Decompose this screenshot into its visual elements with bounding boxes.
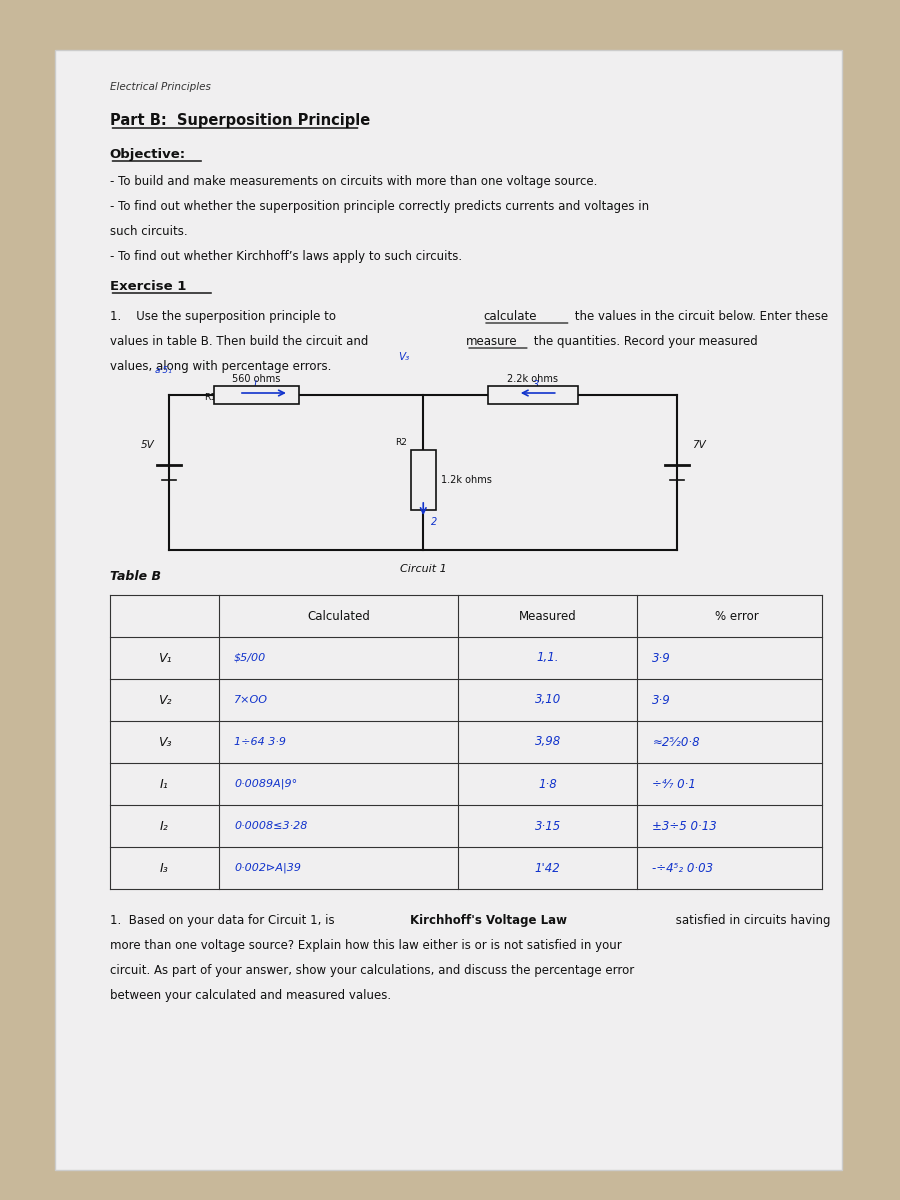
Text: 1.    Use the superposition principle to: 1. Use the superposition principle to — [110, 310, 339, 323]
Text: Circuit 1: Circuit 1 — [400, 564, 446, 574]
Text: ≈2⁵⁄₂0·8: ≈2⁵⁄₂0·8 — [652, 736, 700, 749]
Text: R1: R1 — [204, 392, 216, 402]
Text: 0·0089A|9°: 0·0089A|9° — [234, 779, 297, 790]
Text: more than one voltage source? Explain how this law either is or is not satisfied: more than one voltage source? Explain ho… — [110, 938, 621, 952]
Text: $5/00: $5/00 — [234, 653, 266, 662]
Text: V₁: V₁ — [158, 652, 171, 665]
Text: the quantities. Record your measured: the quantities. Record your measured — [530, 335, 758, 348]
Text: measure: measure — [466, 335, 517, 348]
Text: R3: R3 — [558, 392, 570, 402]
Text: V₂: V₂ — [158, 694, 171, 707]
Text: values, along with percentage errors.: values, along with percentage errors. — [110, 360, 331, 373]
Text: Kirchhoff's Voltage Law: Kirchhoff's Voltage Law — [410, 914, 567, 926]
Text: 1÷64 3·9: 1÷64 3·9 — [234, 737, 286, 746]
Text: 0·0008≤3·28: 0·0008≤3·28 — [234, 821, 308, 830]
Text: 1·8: 1·8 — [538, 778, 557, 791]
Text: 3·9: 3·9 — [652, 694, 671, 707]
Text: 3·15: 3·15 — [535, 820, 561, 833]
Text: % error: % error — [716, 610, 759, 623]
Text: 1'42: 1'42 — [535, 862, 561, 875]
Text: I₂: I₂ — [160, 820, 168, 833]
Text: the values in the circuit below. Enter these: the values in the circuit below. Enter t… — [571, 310, 828, 323]
Text: I₁: I₁ — [160, 778, 168, 791]
Text: V₃: V₃ — [399, 352, 410, 362]
Text: 5V: 5V — [140, 439, 154, 450]
Text: 3,98: 3,98 — [535, 736, 561, 749]
Text: calculate: calculate — [483, 310, 536, 323]
Text: Part B:  Superposition Principle: Part B: Superposition Principle — [110, 113, 370, 128]
Text: I₃: I₃ — [160, 862, 168, 875]
Text: 1.2k ohms: 1.2k ohms — [441, 475, 492, 485]
Text: a·5₁: a·5₁ — [155, 366, 172, 374]
Text: 1.  Based on your data for Circuit 1, is: 1. Based on your data for Circuit 1, is — [110, 914, 338, 926]
Text: Exercise 1: Exercise 1 — [110, 280, 186, 293]
Text: R2: R2 — [395, 438, 407, 446]
Text: -÷4⁵₂ 0·03: -÷4⁵₂ 0·03 — [652, 862, 714, 875]
Text: ±3÷5 0·13: ±3÷5 0·13 — [652, 820, 717, 833]
Text: 0·002⊳A|39: 0·002⊳A|39 — [234, 863, 301, 874]
Text: 2.2k ohms: 2.2k ohms — [508, 374, 558, 384]
Text: I: I — [254, 380, 256, 390]
Bar — [488, 386, 578, 404]
Text: 3·9: 3·9 — [652, 652, 671, 665]
Text: satisfied in circuits having: satisfied in circuits having — [672, 914, 831, 926]
Text: circuit. As part of your answer, show your calculations, and discuss the percent: circuit. As part of your answer, show yo… — [110, 964, 634, 977]
Bar — [55, 50, 842, 1170]
Text: 1,1.: 1,1. — [536, 652, 559, 665]
Text: Calculated: Calculated — [307, 610, 370, 623]
Text: Table B: Table B — [110, 570, 160, 583]
Text: 2: 2 — [431, 517, 437, 527]
Text: such circuits.: such circuits. — [110, 226, 187, 238]
Text: between your calculated and measured values.: between your calculated and measured val… — [110, 989, 391, 1002]
Text: 3: 3 — [533, 380, 539, 390]
Text: Electrical Principles: Electrical Principles — [110, 82, 211, 92]
Text: Objective:: Objective: — [110, 148, 185, 161]
Bar — [214, 386, 299, 404]
Bar — [410, 450, 436, 510]
Text: 3,10: 3,10 — [535, 694, 561, 707]
Text: 7×OO: 7×OO — [234, 695, 268, 704]
Text: - To build and make measurements on circuits with more than one voltage source.: - To build and make measurements on circ… — [110, 175, 597, 188]
Text: 560 ohms: 560 ohms — [232, 374, 281, 384]
Text: Measured: Measured — [519, 610, 577, 623]
Text: 7V: 7V — [692, 439, 706, 450]
Text: ÷⁴⁄₇ 0·1: ÷⁴⁄₇ 0·1 — [652, 778, 697, 791]
Text: - To find out whether the superposition principle correctly predicts currents an: - To find out whether the superposition … — [110, 200, 649, 214]
Text: values in table B. Then build the circuit and: values in table B. Then build the circui… — [110, 335, 372, 348]
Text: - To find out whether Kirchhoff’s laws apply to such circuits.: - To find out whether Kirchhoff’s laws a… — [110, 250, 462, 263]
Text: V₃: V₃ — [158, 736, 171, 749]
